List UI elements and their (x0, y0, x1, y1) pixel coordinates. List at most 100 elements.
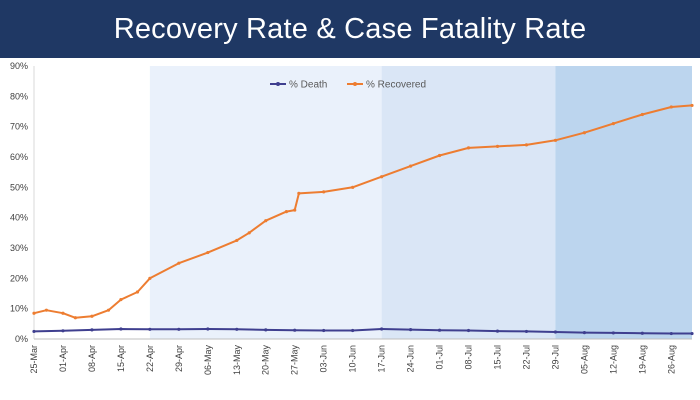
y-tick-label: 90% (10, 61, 28, 71)
data-point-recovered (264, 219, 268, 223)
x-axis: 25-Mar 01-Apr 08-Apr 15-Apr 22-Apr 29-Apr 06-M… (29, 338, 692, 376)
data-point-recovered (611, 122, 615, 126)
x-tick-label: 12-Aug (608, 345, 618, 374)
x-tick-label: 08-Apr (87, 345, 97, 372)
y-tick-label: 30% (10, 243, 28, 253)
x-tick-label: 22-Jul (521, 345, 531, 370)
data-point-recovered (297, 191, 301, 195)
data-point-death (264, 328, 268, 332)
data-point-death (351, 328, 355, 333)
data-point-recovered (119, 297, 123, 302)
data-point-death (322, 328, 326, 333)
x-tick-label: 15-Apr (116, 345, 126, 372)
data-point-death (61, 329, 65, 333)
data-point-death (177, 327, 181, 331)
data-point-death (90, 328, 94, 332)
data-point-recovered (495, 144, 500, 148)
x-tick-label: 29-Apr (174, 345, 184, 372)
x-tick-label: 06-May (203, 345, 213, 376)
data-point-recovered (553, 138, 558, 142)
x-tick-label: 22-Apr (145, 345, 155, 372)
data-point-death (553, 330, 558, 334)
data-point-death (148, 327, 152, 331)
legend-marker (353, 82, 357, 86)
data-point-recovered (293, 208, 297, 212)
x-tick-label: 17-Jun (377, 345, 387, 373)
data-point-death (524, 329, 529, 334)
data-point-recovered (73, 316, 77, 320)
data-point-death (611, 331, 615, 335)
legend-label: % Recovered (366, 80, 426, 91)
data-point-recovered (135, 290, 140, 294)
data-point-recovered (524, 143, 529, 147)
x-tick-label: 20-May (261, 345, 271, 376)
x-tick-label: 25-Mar (29, 345, 39, 374)
y-tick-label: 80% (10, 91, 28, 101)
chart-title: Recovery Rate & Case Fatality Rate (113, 12, 587, 45)
x-tick-label: 29-Jul (550, 345, 560, 370)
y-tick-label: 10% (10, 304, 28, 314)
data-point-recovered (90, 314, 94, 318)
data-point-death (640, 331, 644, 335)
x-tick-label: 27-May (290, 345, 300, 376)
x-tick-label: 13-May (232, 345, 242, 376)
data-point-recovered (380, 175, 384, 179)
x-tick-label: 01-Apr (58, 345, 68, 372)
data-point-recovered (235, 238, 239, 243)
line-chart: 0% 10% 20% 30% 40% 50% 60% 70% 80% 90% 25-Mar 01-A… (10, 61, 694, 376)
data-point-recovered (206, 250, 210, 255)
data-point-death (380, 327, 384, 331)
data-point-recovered (148, 276, 152, 280)
y-tick-label: 0% (15, 334, 28, 344)
y-tick-label: 60% (10, 152, 28, 162)
y-tick-label: 50% (10, 182, 28, 192)
data-point-recovered (61, 311, 65, 315)
data-point-recovered (437, 153, 442, 158)
data-point-recovered (32, 311, 36, 315)
data-point-recovered (690, 103, 694, 108)
data-point-death (119, 327, 123, 331)
data-point-death (582, 331, 587, 335)
data-point-death (669, 331, 673, 336)
data-point-recovered (177, 261, 181, 265)
y-tick-label: 40% (10, 213, 28, 223)
data-point-recovered (284, 210, 289, 214)
x-tick-label: 26-Aug (666, 345, 676, 374)
data-point-recovered (106, 308, 111, 312)
data-point-recovered (351, 185, 355, 189)
title-banner: Recovery Rate & Case Fatality Rate (0, 0, 700, 58)
x-tick-label: 15-Jul (492, 345, 502, 370)
data-point-recovered (582, 131, 587, 135)
data-point-recovered (322, 190, 326, 194)
data-point-recovered (669, 105, 673, 109)
data-point-death (437, 328, 442, 332)
data-point-recovered (640, 112, 644, 117)
series-lines (32, 103, 694, 336)
shaded-period-1 (149, 66, 382, 339)
data-point-death (466, 328, 471, 333)
x-tick-label: 19-Aug (637, 345, 647, 374)
x-tick-label: 05-Aug (579, 345, 589, 374)
data-point-death (690, 331, 694, 336)
data-point-death (32, 329, 36, 334)
legend: % Death % Recovered (270, 80, 426, 91)
data-point-death (495, 329, 500, 333)
data-point-recovered (408, 164, 413, 168)
y-tick-label: 20% (10, 273, 28, 283)
legend-label: % Death (289, 80, 327, 91)
data-point-death (235, 327, 239, 331)
x-tick-label: 08-Jul (464, 345, 474, 370)
shaded-period-3 (555, 66, 692, 339)
y-axis: 0% 10% 20% 30% 40% 50% 60% 70% 80% 90% (10, 61, 35, 344)
shaded-periods (149, 66, 692, 339)
x-tick-label: 24-Jun (406, 345, 416, 373)
x-tick-label: 03-Jun (319, 345, 329, 373)
data-point-recovered (247, 231, 251, 235)
data-point-death (293, 328, 297, 332)
x-tick-label: 01-Jul (435, 345, 445, 370)
x-tick-label: 10-Jun (348, 345, 358, 373)
series-line-death (33, 328, 692, 335)
shaded-period-2 (381, 66, 556, 339)
data-point-recovered (44, 308, 49, 312)
data-point-death (206, 327, 210, 331)
